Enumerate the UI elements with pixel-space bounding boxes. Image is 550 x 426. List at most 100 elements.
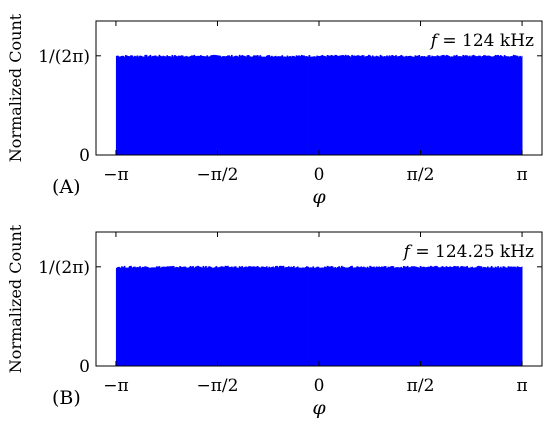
histogram-bar (137, 56, 140, 156)
histogram-bar (511, 56, 514, 155)
histogram-bar (168, 266, 171, 366)
histogram-bar (322, 55, 325, 155)
histogram-bar (349, 266, 352, 366)
histogram-bar (180, 266, 183, 366)
frequency-annotation: f = 124.25 kHz (402, 242, 534, 262)
histogram-bar (326, 55, 329, 156)
histogram-bar (475, 56, 478, 155)
histogram-bar (122, 267, 125, 366)
histogram-bar (375, 55, 378, 155)
histogram-bar (132, 266, 135, 366)
histogram-bar (470, 56, 472, 155)
histogram-bar (198, 266, 201, 366)
histogram-bar (267, 55, 269, 155)
histogram-bar (497, 266, 499, 366)
histogram-bar (124, 55, 127, 155)
histogram-bar (148, 55, 150, 155)
histogram-bar (512, 266, 515, 366)
histogram-bar (281, 55, 284, 156)
histogram-bar (237, 267, 240, 366)
histogram-bar (387, 56, 390, 156)
histogram-bar (228, 267, 231, 366)
histogram-bar (339, 267, 342, 366)
histogram-bar (265, 55, 268, 156)
histogram-bar (393, 267, 396, 366)
histogram-bar (181, 266, 184, 366)
histogram-bar (408, 267, 410, 366)
histogram-bar (256, 266, 259, 366)
histogram-bar (134, 266, 136, 366)
histogram-bar (258, 56, 260, 156)
histogram-bar (295, 55, 298, 155)
histogram-bar (118, 56, 121, 155)
histogram-bar (399, 267, 401, 366)
histogram-bar (428, 55, 431, 155)
histogram-bar (232, 267, 234, 366)
histogram-bar (357, 266, 360, 366)
histogram-bar (317, 266, 320, 366)
histogram-bar (168, 56, 171, 155)
histogram-bar (357, 55, 360, 155)
histogram-bar (417, 55, 419, 156)
histogram-bar (134, 55, 136, 156)
histogram-bar (294, 56, 297, 155)
histogram-bar (346, 55, 348, 155)
histogram-bar (499, 55, 502, 155)
histogram-bar (514, 55, 516, 155)
histogram-bar (214, 267, 216, 366)
histogram-bar (149, 267, 152, 366)
histogram-bar (377, 267, 379, 366)
histogram-bar (203, 56, 206, 155)
histogram-bar (517, 266, 520, 366)
histogram-bar (413, 266, 415, 366)
histogram-bar (161, 266, 163, 366)
histogram-bar (315, 56, 317, 155)
histogram-bar (188, 56, 191, 156)
histogram-bar (190, 55, 193, 156)
histogram-bar (409, 55, 412, 155)
histogram-bar (278, 56, 281, 156)
histogram-bar (309, 56, 312, 155)
histogram-bar (329, 55, 331, 156)
histogram-bar (230, 266, 233, 366)
axis-ticks: −π −π/2 0 π/2 π 0 1/(2π) (38, 21, 542, 185)
histogram-bar (410, 56, 413, 155)
histogram-bar (432, 56, 435, 155)
histogram-bar (508, 266, 511, 366)
histogram-bar (371, 55, 374, 156)
x-tick-label: −π (103, 376, 128, 396)
histogram-bar (277, 56, 280, 156)
histogram-bar (299, 267, 302, 366)
histogram-bar (468, 55, 471, 155)
histogram-bar (234, 266, 237, 366)
histogram-bar (215, 266, 218, 366)
x-tick-label: −π/2 (196, 165, 238, 185)
histogram-bar (413, 56, 415, 155)
histogram-bar (211, 267, 214, 366)
histogram-bar (247, 266, 250, 366)
histogram-bar (454, 266, 457, 366)
histogram-bar (305, 56, 308, 155)
histogram-bar (405, 55, 408, 156)
histogram-bar (143, 56, 145, 156)
histogram-bar (462, 266, 465, 366)
histogram-bar (152, 267, 154, 366)
histogram-bar (401, 55, 404, 155)
histogram-bar (448, 55, 450, 156)
histogram-bar (441, 55, 444, 155)
histogram-bar (121, 266, 123, 366)
histogram-bar (115, 267, 118, 366)
histogram-bar (484, 55, 487, 155)
histogram-bar (119, 267, 122, 366)
histogram-bar (196, 266, 198, 366)
histogram-bar (370, 56, 373, 155)
histogram-bar (362, 266, 365, 366)
histogram-bar (153, 55, 156, 155)
histogram-bar (165, 56, 167, 155)
histogram-bar (264, 267, 267, 366)
histogram-bar (368, 54, 370, 155)
histogram-bar (475, 267, 478, 366)
histogram-bar (496, 267, 498, 366)
histogram-bar (321, 55, 324, 155)
